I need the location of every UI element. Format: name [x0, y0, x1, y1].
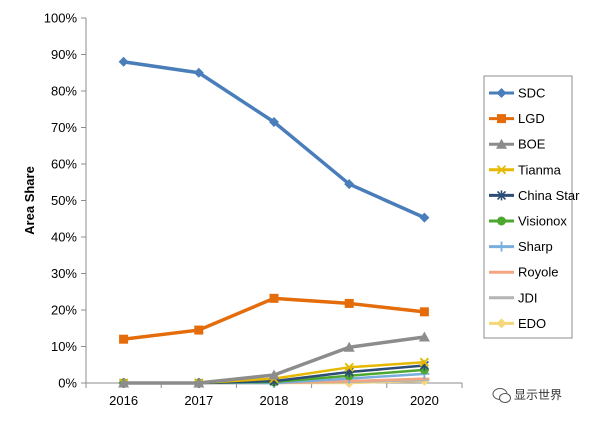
- y-tick-label: 90%: [51, 47, 77, 62]
- legend-marker: [497, 216, 506, 226]
- x-tick-label: 2019: [335, 393, 364, 408]
- series-line: [123, 296, 425, 341]
- legend-marker: [496, 88, 507, 98]
- data-point: [418, 331, 430, 342]
- y-tick-label: 70%: [51, 120, 77, 135]
- series-boe: [118, 331, 430, 388]
- y-tick-label: 100%: [44, 11, 78, 26]
- legend-label: Tianma: [518, 162, 562, 177]
- legend: SDC LGD BOE Tianma China Star Visionox Sharp Ro…: [483, 75, 580, 339]
- legend-label: Royole: [518, 265, 558, 280]
- y-tick-label: 30%: [51, 266, 77, 281]
- series-lgd: [119, 293, 429, 344]
- data-point: [343, 341, 355, 352]
- watermark: 显示世界: [492, 388, 562, 403]
- x-tick-label: 2018: [260, 393, 289, 408]
- y-axis-title: Area Share: [22, 166, 37, 235]
- legend-label: Sharp: [518, 239, 553, 254]
- watermark-text: 显示世界: [514, 388, 562, 402]
- wechat-icon: [492, 388, 511, 403]
- legend-item: EDO: [489, 316, 546, 331]
- data-point: [268, 369, 280, 380]
- data-point: [269, 117, 279, 128]
- legend-label: SDC: [518, 86, 545, 101]
- data-point: [419, 212, 430, 223]
- data-point: [344, 298, 354, 308]
- y-tick-label: 60%: [51, 157, 77, 172]
- legend-label: BOE: [518, 137, 546, 152]
- legend-label: JDI: [518, 290, 538, 305]
- legend-item: Visionox: [489, 214, 567, 229]
- legend-item: Tianma: [489, 162, 562, 177]
- legend-item: JDI: [489, 290, 538, 305]
- data-point: [419, 307, 429, 317]
- legend-label: LGD: [518, 111, 545, 126]
- legend-item: China Star: [489, 188, 580, 203]
- legend-item: Royole: [489, 265, 558, 280]
- y-tick-label: 20%: [51, 303, 77, 318]
- data-point: [344, 362, 354, 372]
- legend-marker: [497, 114, 506, 124]
- legend-marker: [496, 318, 507, 329]
- x-tick-label: 2016: [109, 393, 138, 408]
- legend-label: Visionox: [518, 214, 567, 229]
- legend-item: Sharp: [489, 239, 553, 254]
- series-line: [123, 60, 426, 220]
- y-tick-label: 50%: [51, 193, 77, 208]
- legend-item: SDC: [489, 86, 545, 101]
- legend-marker: [496, 190, 507, 201]
- data-point: [194, 325, 204, 335]
- legend-label: EDO: [518, 316, 546, 331]
- series-sdc: [118, 56, 430, 223]
- legend-label: China Star: [518, 188, 580, 203]
- data-point: [193, 377, 205, 388]
- data-point: [119, 334, 129, 344]
- y-tick-label: 0%: [58, 376, 77, 391]
- y-tick-label: 10%: [51, 339, 77, 354]
- x-tick-label: 2020: [410, 393, 439, 408]
- y-tick-label: 80%: [51, 84, 77, 99]
- legend-item: BOE: [489, 137, 546, 152]
- data-point: [419, 357, 430, 367]
- legend-marker: [496, 138, 507, 149]
- data-point: [269, 293, 279, 303]
- data-point: [344, 179, 355, 190]
- data-point: [118, 377, 130, 388]
- x-tick-label: 2017: [184, 393, 213, 408]
- data-point: [193, 67, 204, 78]
- legend-item: LGD: [489, 111, 545, 126]
- data-point: [118, 56, 129, 67]
- plot-area: 0% 10% 20% 30% 40% 50% 60% 70% 80% 90% 100% 2016 201…: [22, 11, 463, 408]
- y-tick-label: 40%: [51, 230, 77, 245]
- legend-marker: [496, 241, 507, 252]
- legend-marker: [496, 165, 507, 175]
